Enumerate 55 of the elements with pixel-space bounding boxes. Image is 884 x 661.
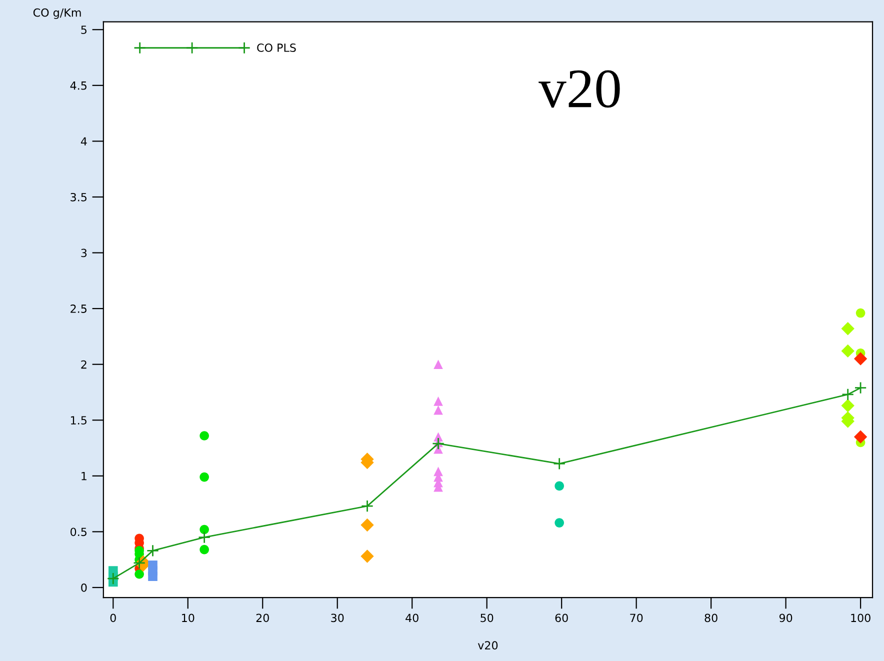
point [434,360,443,370]
y-tick-label: 1 [82,472,86,480]
point [361,500,374,512]
point [198,531,211,544]
point [360,518,374,532]
point [134,569,144,579]
point [360,550,374,563]
y-tick-label: 2 [81,360,86,369]
annotation: v20 [538,70,620,108]
point [842,388,854,401]
y-tick-label: 0 [81,583,87,592]
y-tick-label: 0.5 [70,528,86,536]
point [200,472,209,482]
point [554,481,564,491]
x-tick-label: 0 [110,614,116,622]
x-tick-label: 50 [480,614,494,622]
y-tick-label: 1.5 [71,416,86,425]
point [434,405,443,415]
y-tick-label: 3.5 [70,192,86,202]
x-tick-label: 70 [630,614,643,622]
point [854,382,867,394]
point [841,344,854,358]
x-tick-label: 80 [704,614,718,622]
point [200,431,209,440]
x-tick-label: 100 [851,614,870,622]
y-axis-title: CO g/Km [33,8,81,19]
x-tick-label: 90 [779,614,792,622]
y-tick-label: 4.5 [70,82,86,90]
x-tick-label: 20 [256,614,269,622]
x-tick-label: 10 [182,614,194,622]
y-tick-label: 2.5 [70,304,86,313]
x-tick-label: 30 [331,614,344,622]
point [434,396,443,406]
point [200,544,209,554]
y-tick-label: 4 [80,137,87,146]
point [200,524,209,534]
y-tick-label: 3 [81,248,87,258]
point [432,437,445,450]
point [554,518,564,528]
point [133,556,146,570]
point [106,572,120,585]
point [854,352,868,366]
point [108,566,118,576]
legend-label: CO PLS [257,44,296,52]
x-axis-title: v20 [478,641,498,650]
point [146,544,160,557]
point [553,457,566,470]
point [148,560,158,570]
x-tick-label: 40 [406,614,418,622]
y-tick-label: 5 [81,26,86,34]
point [856,308,866,318]
point [854,430,868,444]
point [841,399,854,412]
x-tick-label: 60 [555,614,568,622]
point [841,322,854,336]
